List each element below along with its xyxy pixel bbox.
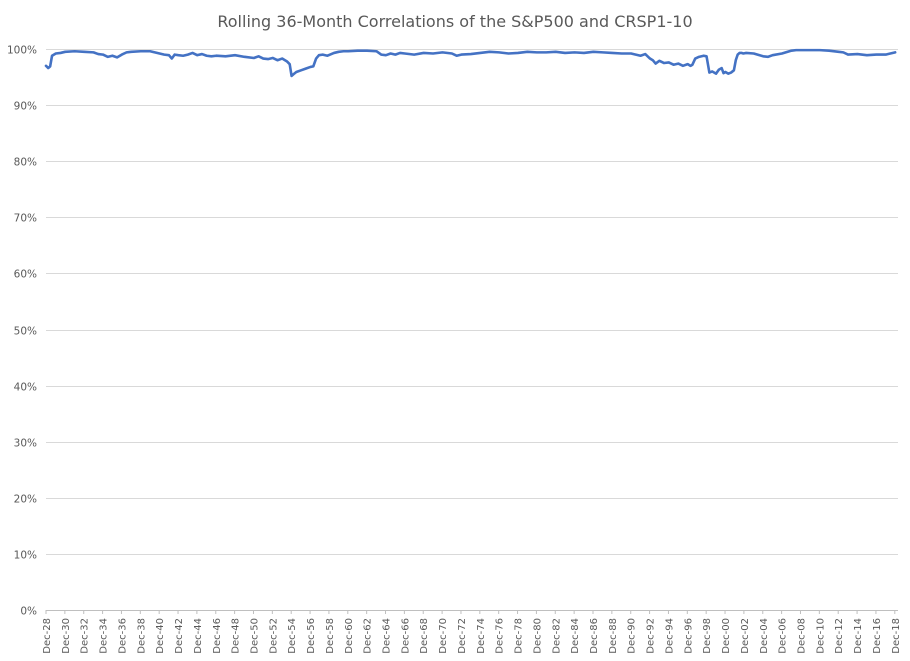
chart-title: Rolling 36-Month Correlations of the S&P… bbox=[217, 12, 692, 31]
x-tick-label: Dec-00 bbox=[721, 618, 732, 654]
y-tick-label: 60% bbox=[14, 269, 37, 281]
x-tick-label: Dec-60 bbox=[344, 618, 355, 654]
x-tick-label: Dec-32 bbox=[80, 618, 91, 654]
x-tick-label: Dec-36 bbox=[117, 618, 128, 654]
x-tick-label: Dec-90 bbox=[627, 618, 638, 654]
x-tick-label: Dec-10 bbox=[815, 618, 826, 654]
x-tick-label: Dec-78 bbox=[514, 618, 525, 654]
x-tick-label: Dec-38 bbox=[136, 618, 147, 654]
x-tick-label: Dec-62 bbox=[363, 618, 374, 654]
x-axis-tick-labels: Dec-28 Dec-30 Dec-32 Dec-34 Dec-36 Dec-38 Dec-… bbox=[42, 618, 902, 654]
y-tick-label: 30% bbox=[14, 438, 37, 450]
x-tick-label: Dec-84 bbox=[570, 618, 581, 654]
x-tick-label: Dec-04 bbox=[759, 618, 770, 654]
x-tick-label: Dec-52 bbox=[268, 618, 279, 654]
x-tick-label: Dec-56 bbox=[306, 618, 317, 654]
y-tick-label: 100% bbox=[7, 45, 37, 57]
x-tick-label: Dec-88 bbox=[608, 618, 619, 654]
x-tick-label: Dec-40 bbox=[155, 618, 166, 654]
y-tick-label: 40% bbox=[14, 382, 37, 394]
x-tick-label: Dec-18 bbox=[891, 618, 902, 654]
x-tick-label: Dec-54 bbox=[287, 618, 298, 654]
x-tick-label: Dec-86 bbox=[589, 618, 600, 654]
series-line bbox=[44, 48, 897, 78]
x-tick-label: Dec-68 bbox=[419, 618, 430, 654]
x-tick-label: Dec-66 bbox=[400, 618, 411, 654]
x-tick-label: Dec-50 bbox=[249, 618, 260, 654]
x-tick-label: Dec-76 bbox=[495, 618, 506, 654]
x-tick-label: Dec-70 bbox=[438, 618, 449, 654]
x-tick-label: Dec-30 bbox=[61, 618, 72, 654]
y-tick-label: 80% bbox=[14, 157, 37, 169]
x-tick-label: Dec-80 bbox=[532, 618, 543, 654]
x-tick-label: Dec-96 bbox=[683, 618, 694, 654]
x-tick-label: Dec-12 bbox=[834, 618, 845, 654]
x-tick-label: Dec-16 bbox=[872, 618, 883, 654]
x-tick-label: Dec-92 bbox=[646, 618, 657, 654]
x-tick-label: Dec-28 bbox=[42, 618, 53, 654]
series-layer bbox=[44, 48, 897, 78]
x-tick-label: Dec-94 bbox=[664, 618, 675, 654]
gridlines bbox=[45, 49, 898, 614]
x-tick-label: Dec-82 bbox=[551, 618, 562, 654]
y-tick-label: 90% bbox=[14, 101, 37, 113]
x-tick-label: Dec-72 bbox=[457, 618, 468, 654]
x-tick-label: Dec-06 bbox=[778, 618, 789, 654]
x-tick-label: Dec-58 bbox=[325, 618, 336, 654]
x-tick-label: Dec-02 bbox=[740, 618, 751, 654]
x-tick-label: Dec-34 bbox=[99, 618, 110, 654]
x-tick-label: Dec-44 bbox=[193, 618, 204, 654]
x-tick-label: Dec-42 bbox=[174, 618, 185, 654]
x-tick-label: Dec-48 bbox=[231, 618, 242, 654]
y-tick-label: 0% bbox=[20, 606, 37, 618]
x-tick-label: Dec-14 bbox=[853, 618, 864, 654]
y-tick-label: 20% bbox=[14, 494, 37, 506]
x-tick-label: Dec-08 bbox=[796, 618, 807, 654]
y-tick-label: 50% bbox=[14, 326, 37, 338]
y-axis-tick-labels: 0% 10% 20% 30% 40% 50% 60% 70% 80% 90% 100% bbox=[7, 45, 37, 618]
x-tick-label: Dec-46 bbox=[212, 618, 223, 654]
x-tick-label: Dec-74 bbox=[476, 618, 487, 654]
x-tick-label: Dec-64 bbox=[382, 618, 393, 654]
x-tick-label: Dec-98 bbox=[702, 618, 713, 654]
y-tick-label: 10% bbox=[14, 550, 37, 562]
y-tick-label: 70% bbox=[14, 213, 37, 225]
